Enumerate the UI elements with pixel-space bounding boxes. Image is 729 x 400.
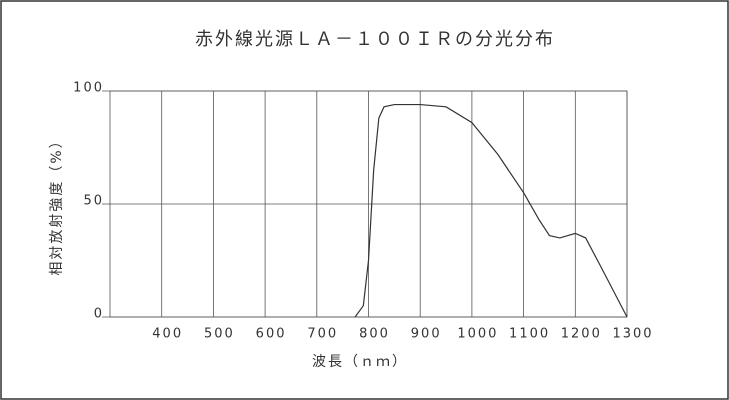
- y-tick-label: 0: [94, 307, 104, 322]
- x-tick-label: 900: [411, 327, 442, 342]
- line-series: [354, 103, 628, 318]
- x-tick-label: 1000: [457, 327, 498, 342]
- x-tick-label: 400: [152, 327, 183, 342]
- y-axis-label: 相対放射強度（%）: [49, 132, 65, 275]
- x-tick-label: 1300: [612, 327, 653, 342]
- y-tick-label: 50: [83, 194, 104, 209]
- x-tick-label: 1100: [509, 327, 550, 342]
- x-tick-label: 1200: [561, 327, 602, 342]
- y-tick-label: 100: [73, 81, 104, 96]
- x-tick-label: 700: [307, 327, 338, 342]
- x-tick-label: 800: [359, 327, 390, 342]
- x-tick-label: 500: [204, 327, 235, 342]
- x-tick-label: 600: [256, 327, 287, 342]
- chart-title: 赤外線光源ＬＡ－１００ＩＲの分光分布: [195, 29, 555, 50]
- x-axis-label: 波長（ｎｍ）: [312, 354, 408, 370]
